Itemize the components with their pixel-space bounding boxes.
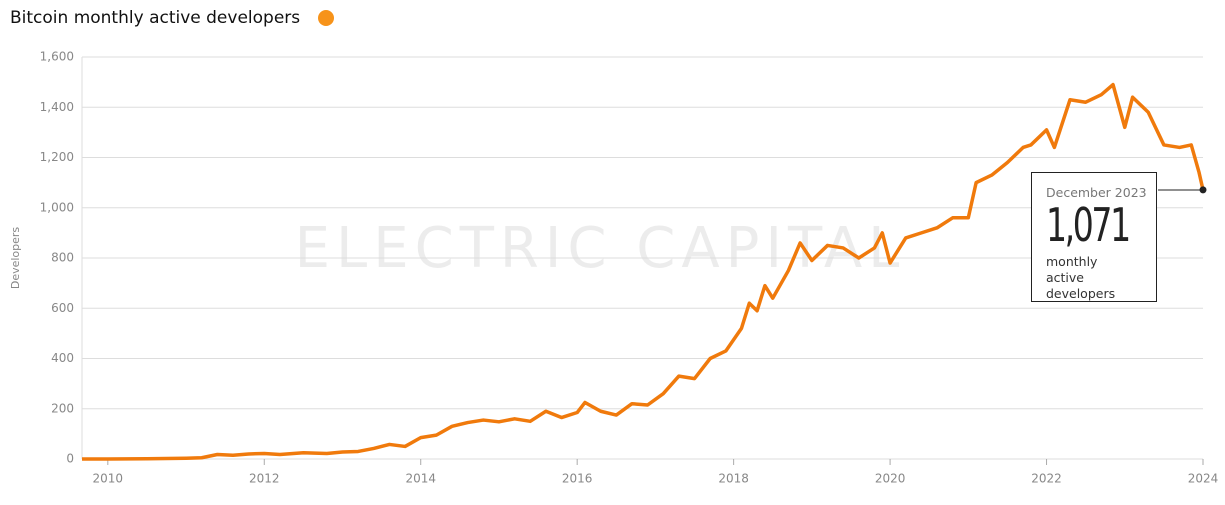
y-tick-label: 1,200 <box>40 150 74 164</box>
x-tick-label: 2024 <box>1188 472 1219 486</box>
y-tick-label: 1,400 <box>40 100 74 114</box>
x-tick-label: 2016 <box>562 472 593 486</box>
line <box>82 82 1205 461</box>
callout-value: 1,071 <box>1046 198 1131 252</box>
y-tick-label: 200 <box>51 401 74 415</box>
chart-title: Bitcoin monthly active developers <box>10 8 300 28</box>
x-tick-label: 2018 <box>718 472 749 486</box>
x-tick-label: 2020 <box>875 472 906 486</box>
y-tick-label: 800 <box>51 251 74 265</box>
x-tick-label: 2012 <box>249 472 280 486</box>
y-tick-label: 600 <box>51 301 74 315</box>
x-tick-label: 2014 <box>405 472 436 486</box>
callout-date: December 2023 <box>1046 185 1147 200</box>
callout-text: monthly active developers <box>1046 254 1116 301</box>
y-tick-label: 1,600 <box>40 50 74 64</box>
y-tick-label: 1,000 <box>40 200 74 214</box>
callout: December 2023 1,071 monthly active devel… <box>1031 172 1157 302</box>
y-tick-label: 0 <box>66 452 74 466</box>
y-tick-label: 400 <box>51 351 74 365</box>
y-axis-label: Developers <box>9 227 22 290</box>
watermark: ELECTRIC CAPITAL <box>295 216 906 281</box>
x-tick-label: 2010 <box>93 472 124 486</box>
x-tick-label: 2022 <box>1031 472 1062 486</box>
callout-dot <box>1199 186 1207 194</box>
bitcoin-icon <box>318 10 334 26</box>
